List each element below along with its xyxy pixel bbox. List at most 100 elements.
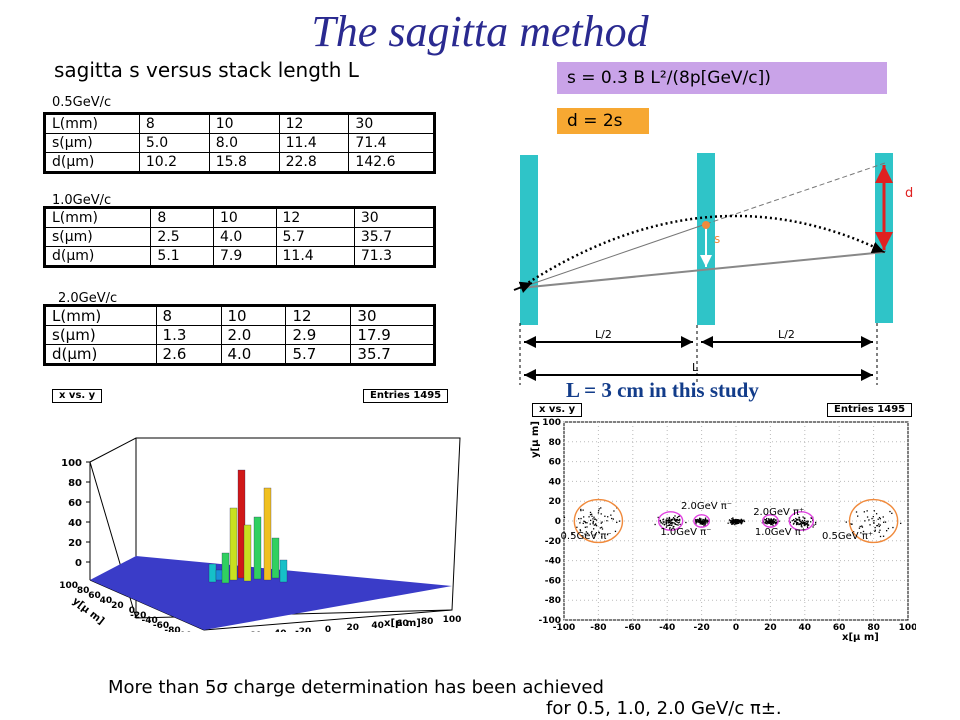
cluster-annotation: 0.5GeV π⁺ (822, 531, 873, 542)
data-point (876, 525, 878, 527)
data-point (670, 522, 673, 524)
data-point (700, 522, 702, 525)
cluster-ellipse (693, 514, 711, 528)
data-point (729, 522, 732, 524)
data-point (861, 526, 864, 528)
data-point (595, 523, 597, 525)
data-point (737, 519, 739, 521)
data-point (659, 520, 661, 522)
x-tick-label: 80 (867, 623, 880, 633)
data-point (873, 520, 875, 522)
y-tick-label: 20 (111, 601, 124, 611)
data-point (678, 519, 680, 521)
detector-layer-1 (520, 155, 538, 325)
table-cell: s(μm) (43, 227, 152, 247)
data-point (589, 514, 592, 516)
data-point (666, 525, 668, 527)
data-point (699, 521, 701, 523)
data-point (697, 521, 700, 523)
data-point (874, 526, 876, 529)
data-point (804, 517, 806, 520)
data-point (855, 511, 858, 513)
data-point (772, 522, 775, 524)
scatter-entries-box: Entries 1495 (827, 403, 913, 417)
data-point (696, 519, 698, 521)
data-point (613, 510, 615, 512)
hist3d-floor (90, 556, 452, 630)
cluster-annotation: 1.0GeV π⁺ (755, 527, 806, 538)
x-tick-label: 40 (371, 621, 384, 631)
data-point (775, 522, 777, 524)
x-tick-label: 100 (443, 615, 462, 625)
data-point (584, 526, 586, 528)
table-cell: 8.0 (208, 133, 280, 153)
data-point (676, 519, 679, 521)
data-point (695, 523, 697, 525)
data-point (704, 519, 706, 522)
y-tick-label: 60 (548, 458, 561, 468)
data-point (727, 522, 729, 524)
section-subtitle: sagitta s versus stack length L (54, 58, 359, 82)
data-point (803, 524, 805, 526)
data-point (593, 524, 595, 526)
table-cell: 15.8 (208, 152, 280, 173)
data-point (731, 521, 733, 523)
data-point (900, 522, 902, 525)
data-point (700, 518, 702, 521)
data-point (737, 520, 739, 523)
data-point (889, 510, 891, 513)
data-point (795, 522, 798, 524)
data-point (668, 521, 671, 524)
table-cell: 8 (138, 113, 210, 134)
data-point (789, 521, 791, 524)
data-point (580, 517, 582, 520)
data-point (803, 522, 805, 525)
x-tick-label: 20 (764, 623, 777, 633)
data-point (735, 519, 737, 521)
data-point (877, 518, 879, 520)
data-point (795, 518, 798, 520)
data-point (764, 519, 766, 521)
y-tick-label: 100 (542, 418, 561, 428)
data-point (599, 527, 602, 529)
hist3d-x-label: x[μ m] (384, 618, 421, 629)
data-point (805, 523, 807, 525)
data-point (697, 520, 699, 522)
hist3d-plot: 100806040200100806040200-20-40-60-80-100… (59, 437, 462, 632)
y-tick-label: 100 (59, 581, 78, 591)
data-point (884, 521, 887, 523)
histogram-bar (271, 537, 280, 579)
data-point (873, 510, 876, 512)
data-point (769, 521, 771, 524)
data-point (733, 522, 735, 524)
table-cell: 5.1 (150, 246, 214, 267)
table-cell: 10 (212, 207, 277, 228)
data-point (663, 521, 665, 523)
data-point (793, 522, 795, 525)
data-point (873, 522, 875, 524)
data-point (601, 521, 603, 523)
data-point (586, 522, 588, 524)
data-point (732, 517, 734, 519)
data-point (676, 516, 679, 519)
data-point (804, 521, 806, 524)
data-point (793, 520, 796, 523)
data-point (878, 525, 880, 528)
chord-line (519, 251, 886, 289)
table-cell: 2.9 (285, 325, 352, 345)
data-point (668, 520, 670, 522)
data-point (878, 523, 880, 525)
data-point (695, 521, 697, 524)
x-tick-label: -60 (625, 623, 641, 633)
data-point (800, 525, 802, 527)
tangent-line (519, 223, 707, 289)
scatter-plot: -100 -80 -60 -40 -20 0 20 40 60 80 100 100 80 60 40 20 0… (530, 418, 916, 643)
data-point (805, 523, 808, 525)
table-cell: 17.9 (350, 325, 435, 345)
page-title: The sagitta method (311, 7, 649, 56)
data-point (580, 509, 582, 512)
scatter-y-label: y[μ m] (530, 421, 541, 458)
data-point (814, 521, 817, 524)
data-point (703, 525, 705, 527)
data-point (698, 519, 700, 522)
